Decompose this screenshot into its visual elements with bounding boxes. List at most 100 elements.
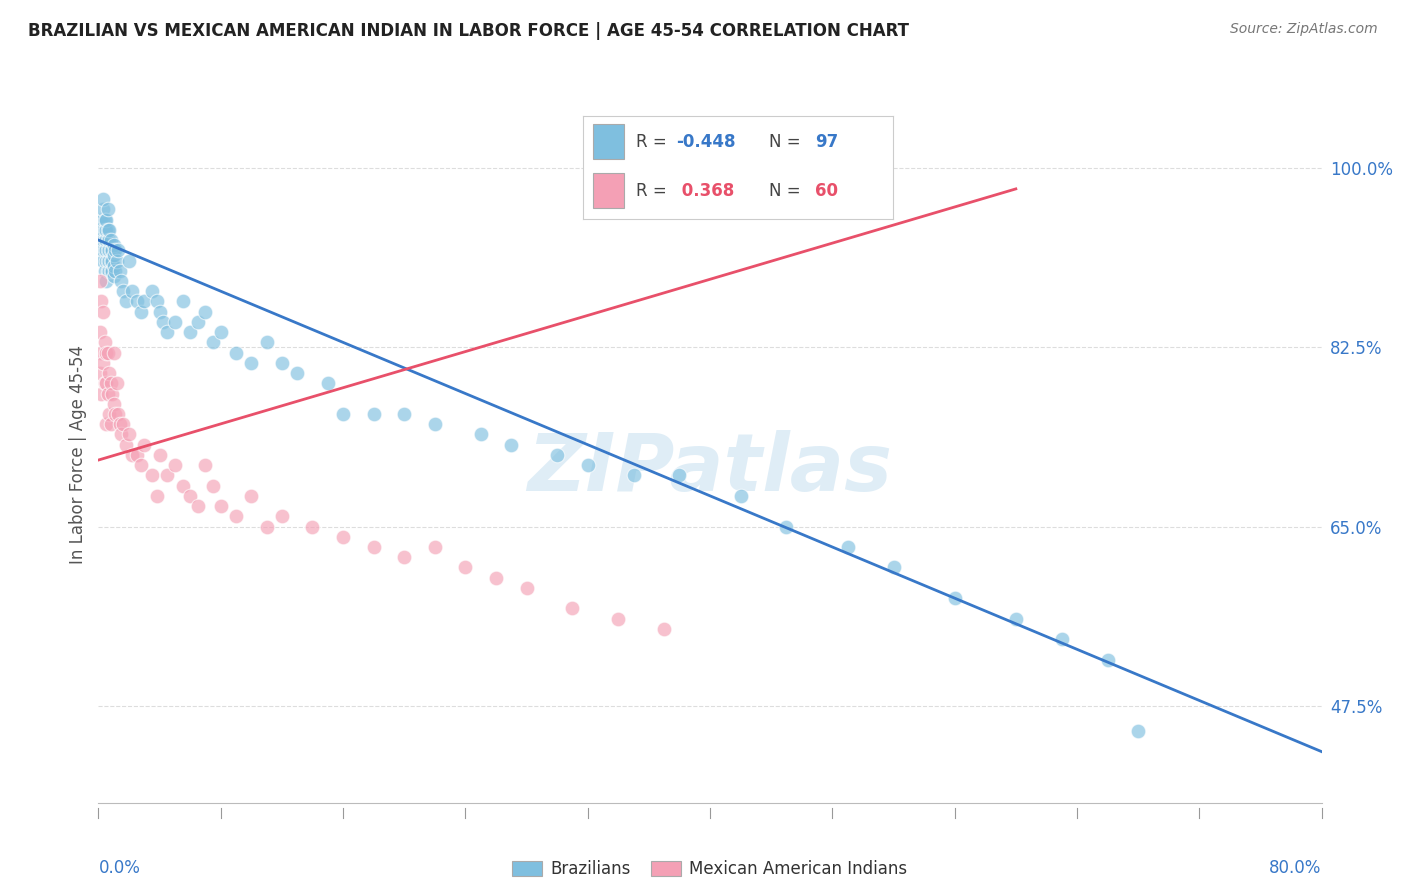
Point — [501, 438, 523, 452]
Point — [423, 540, 446, 554]
Point — [576, 458, 599, 472]
Point — [129, 458, 152, 472]
Point — [91, 233, 114, 247]
Point — [100, 244, 122, 258]
Point — [101, 253, 124, 268]
Point — [108, 264, 131, 278]
Point — [98, 366, 121, 380]
Point — [97, 244, 120, 258]
Text: -0.448: -0.448 — [676, 133, 735, 151]
Point — [316, 376, 339, 391]
Point — [103, 248, 125, 262]
Point — [91, 202, 114, 217]
Point — [94, 417, 117, 432]
Point — [225, 345, 247, 359]
Bar — [593, 124, 624, 159]
Point — [363, 540, 385, 554]
Point — [202, 478, 225, 492]
Point — [470, 427, 492, 442]
Point — [652, 622, 675, 636]
Point — [134, 294, 156, 309]
Point — [90, 233, 112, 247]
Point — [115, 294, 138, 309]
Point — [89, 366, 111, 380]
Point — [179, 489, 201, 503]
Point — [485, 571, 508, 585]
Text: 0.368: 0.368 — [676, 182, 734, 200]
Point — [103, 345, 125, 359]
Point — [145, 294, 167, 309]
Point — [93, 212, 115, 227]
Text: 0.0%: 0.0% — [98, 859, 141, 877]
Point — [91, 356, 114, 370]
Point — [240, 356, 263, 370]
Point — [91, 253, 114, 268]
Point — [156, 468, 179, 483]
Point — [118, 253, 141, 268]
Text: R =: R = — [636, 182, 672, 200]
Point — [101, 386, 124, 401]
Point — [90, 294, 112, 309]
Point — [392, 407, 416, 421]
Point — [91, 223, 114, 237]
Point — [118, 427, 141, 442]
Point — [89, 325, 111, 339]
Point — [240, 489, 263, 503]
Point — [101, 264, 124, 278]
Point — [94, 244, 117, 258]
Point — [129, 304, 152, 318]
Point — [209, 325, 232, 339]
Point — [103, 268, 125, 283]
Point — [93, 233, 115, 247]
Point — [110, 274, 132, 288]
Point — [97, 386, 120, 401]
Text: BRAZILIAN VS MEXICAN AMERICAN INDIAN IN LABOR FORCE | AGE 45-54 CORRELATION CHAR: BRAZILIAN VS MEXICAN AMERICAN INDIAN IN … — [28, 22, 910, 40]
Point — [121, 448, 143, 462]
Point — [423, 417, 446, 432]
Point — [115, 438, 138, 452]
Point — [111, 284, 134, 298]
Point — [256, 335, 278, 350]
Point — [285, 366, 308, 380]
Point — [94, 212, 117, 227]
Point — [141, 468, 163, 483]
Point — [1128, 724, 1150, 739]
Point — [101, 244, 124, 258]
Point — [89, 233, 111, 247]
Point — [104, 264, 127, 278]
Point — [105, 376, 128, 391]
Point — [454, 560, 477, 574]
Point — [98, 253, 121, 268]
Point — [125, 448, 148, 462]
Text: 60: 60 — [815, 182, 838, 200]
Point — [94, 253, 117, 268]
Point — [100, 253, 122, 268]
Point — [91, 192, 114, 206]
Bar — [593, 173, 624, 208]
Point — [561, 601, 583, 615]
Point — [256, 519, 278, 533]
Point — [301, 519, 323, 533]
Point — [89, 212, 111, 227]
Point — [103, 259, 125, 273]
Text: Source: ZipAtlas.com: Source: ZipAtlas.com — [1230, 22, 1378, 37]
Point — [98, 407, 121, 421]
Point — [270, 509, 292, 524]
Point — [1050, 632, 1073, 646]
Point — [94, 274, 117, 288]
Point — [332, 407, 354, 421]
Point — [187, 499, 209, 513]
Point — [163, 315, 186, 329]
Point — [94, 345, 117, 359]
Point — [90, 345, 112, 359]
Point — [100, 233, 122, 247]
Point — [98, 264, 121, 278]
Point — [730, 489, 752, 503]
Point — [90, 223, 112, 237]
Y-axis label: In Labor Force | Age 45-54: In Labor Force | Age 45-54 — [69, 345, 87, 565]
Point — [546, 448, 568, 462]
Point — [103, 397, 125, 411]
Point — [104, 244, 127, 258]
Point — [172, 294, 194, 309]
Point — [97, 202, 120, 217]
